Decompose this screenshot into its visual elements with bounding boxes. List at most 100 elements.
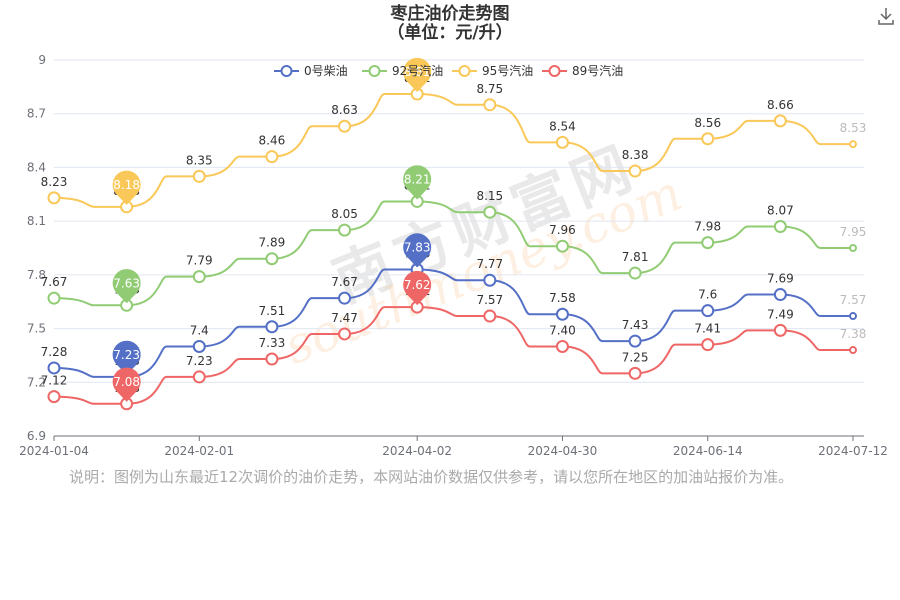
data-label: 7.81 <box>622 250 649 264</box>
series-1: 7.677.637.797.898.058.218.157.967.817.98… <box>41 178 867 312</box>
data-point <box>773 288 787 302</box>
marker-pin-shape <box>112 269 141 304</box>
data-label: 8.15 <box>476 189 503 203</box>
data-point <box>628 266 642 280</box>
legend-item[interactable]: 0号柴油 <box>274 64 348 78</box>
data-label: 7.79 <box>186 254 213 268</box>
data-point <box>47 361 61 375</box>
marker-pin-label: 8.21 <box>404 172 431 186</box>
axis-layer: 6.9 7.2 7.5 7.8 8.1 8.4 8.7 9 2024-01-04 2024-02-… <box>19 53 888 458</box>
legend-marker <box>548 65 561 77</box>
data-point <box>192 370 206 384</box>
data-label: 7.98 <box>694 220 721 234</box>
data-point <box>773 220 787 234</box>
data-label: 8.23 <box>41 175 68 189</box>
marker-pin-shape <box>403 233 432 268</box>
series-layer: 7.28 7.23 7.4 7.51 7.67 7.83 7.77 7.58 7.43 7.6 7.… <box>41 71 867 411</box>
marker-pin-shape <box>112 340 141 375</box>
data-point <box>701 338 715 352</box>
data-point <box>555 307 569 321</box>
data-point <box>849 244 858 252</box>
y-tick-label: 7.8 <box>27 268 46 282</box>
data-point <box>701 236 715 250</box>
data-point <box>849 312 858 321</box>
x-tick-label: 2024-06-14 <box>673 444 743 458</box>
y-tick-label: 8.7 <box>27 107 46 121</box>
data-point <box>265 320 279 334</box>
data-point <box>555 135 569 149</box>
data-label: 8.05 <box>331 207 358 221</box>
data-label: 7.38 <box>840 327 867 341</box>
y-tick-label: 8.4 <box>27 160 46 174</box>
x-tick-label: 2024-07-12 <box>818 444 888 458</box>
marker-pin-label: 7.62 <box>404 278 431 292</box>
data-label: 7.28 <box>41 345 68 359</box>
marker-pin: 7.63 <box>112 269 141 304</box>
legend-label: 0号柴油 <box>304 64 348 78</box>
y-tick-label: 7.2 <box>27 375 46 389</box>
data-label: 8.07 <box>767 204 794 218</box>
series-2: 8.238.188.358.468.638.818.758.548.388.56… <box>41 71 867 214</box>
data-point <box>265 252 279 266</box>
data-point <box>849 346 858 355</box>
data-point <box>47 390 61 404</box>
y-tick-label: 7.5 <box>27 322 46 336</box>
series-line <box>53 200 854 307</box>
data-label: 7.4 <box>190 323 209 337</box>
data-point <box>701 132 715 146</box>
data-label: 7.51 <box>259 304 286 318</box>
marker-pin-label: 7.83 <box>404 240 431 254</box>
data-label: 8.53 <box>840 121 867 135</box>
data-label: 7.57 <box>840 293 867 307</box>
data-label: 8.38 <box>622 148 649 162</box>
marker-pin-shape <box>403 165 432 200</box>
data-label: 8.35 <box>186 153 213 167</box>
data-point <box>773 323 787 337</box>
data-point <box>628 366 642 380</box>
data-label: 7.95 <box>840 225 867 239</box>
series-line <box>53 306 854 405</box>
marker-pin: 8.18 <box>112 170 141 205</box>
data-point <box>265 150 279 164</box>
data-label: 7.23 <box>186 354 213 368</box>
legend-marker <box>280 65 293 77</box>
chart-subtitle: （单位：元/升） <box>387 23 513 43</box>
data-point <box>628 334 642 348</box>
data-label: 8.54 <box>549 119 576 133</box>
data-point <box>192 169 206 183</box>
download-icon[interactable] <box>876 6 896 26</box>
x-tick-label: 2024-04-30 <box>528 444 598 458</box>
series-line <box>53 93 854 208</box>
legend-label: 89号汽油 <box>572 63 623 78</box>
data-point <box>265 352 279 366</box>
data-label: 7.67 <box>331 275 358 289</box>
legend-marker <box>368 65 381 77</box>
data-point <box>555 339 569 353</box>
pin-layer: 7.23 7.83 7.63 8.21 8.18 8.81 7.08 7.62 <box>112 57 432 402</box>
data-point <box>483 205 497 219</box>
marker-pin-shape <box>403 57 432 93</box>
data-point <box>773 114 787 128</box>
legend-item[interactable]: 95号汽油 <box>452 63 533 78</box>
data-label: 7.40 <box>549 323 576 337</box>
marker-pin: 7.23 <box>112 340 141 375</box>
y-tick-label: 6.9 <box>27 429 46 443</box>
data-point <box>483 98 497 112</box>
data-label: 7.89 <box>259 236 286 250</box>
marker-pin: 7.83 <box>403 233 432 268</box>
marker-pin-label: 7.63 <box>113 276 140 290</box>
data-point <box>47 291 61 305</box>
legend-item[interactable]: 89号汽油 <box>542 63 623 78</box>
legend[interactable]: 0号柴油 92号汽油 95号汽油 89号汽油 <box>274 63 623 78</box>
marker-pin-label: 8.18 <box>113 178 140 192</box>
x-tick-label: 2024-01-04 <box>19 444 89 458</box>
data-label: 8.56 <box>694 116 721 130</box>
data-point <box>483 273 497 287</box>
marker-pin-shape <box>112 170 141 205</box>
data-label: 8.63 <box>331 103 358 117</box>
data-point <box>483 309 497 323</box>
legend-item[interactable]: 92号汽油 <box>362 63 443 78</box>
chart-title: 枣庄油价走势图 <box>390 4 510 24</box>
marker-pin: 7.62 <box>403 270 432 306</box>
